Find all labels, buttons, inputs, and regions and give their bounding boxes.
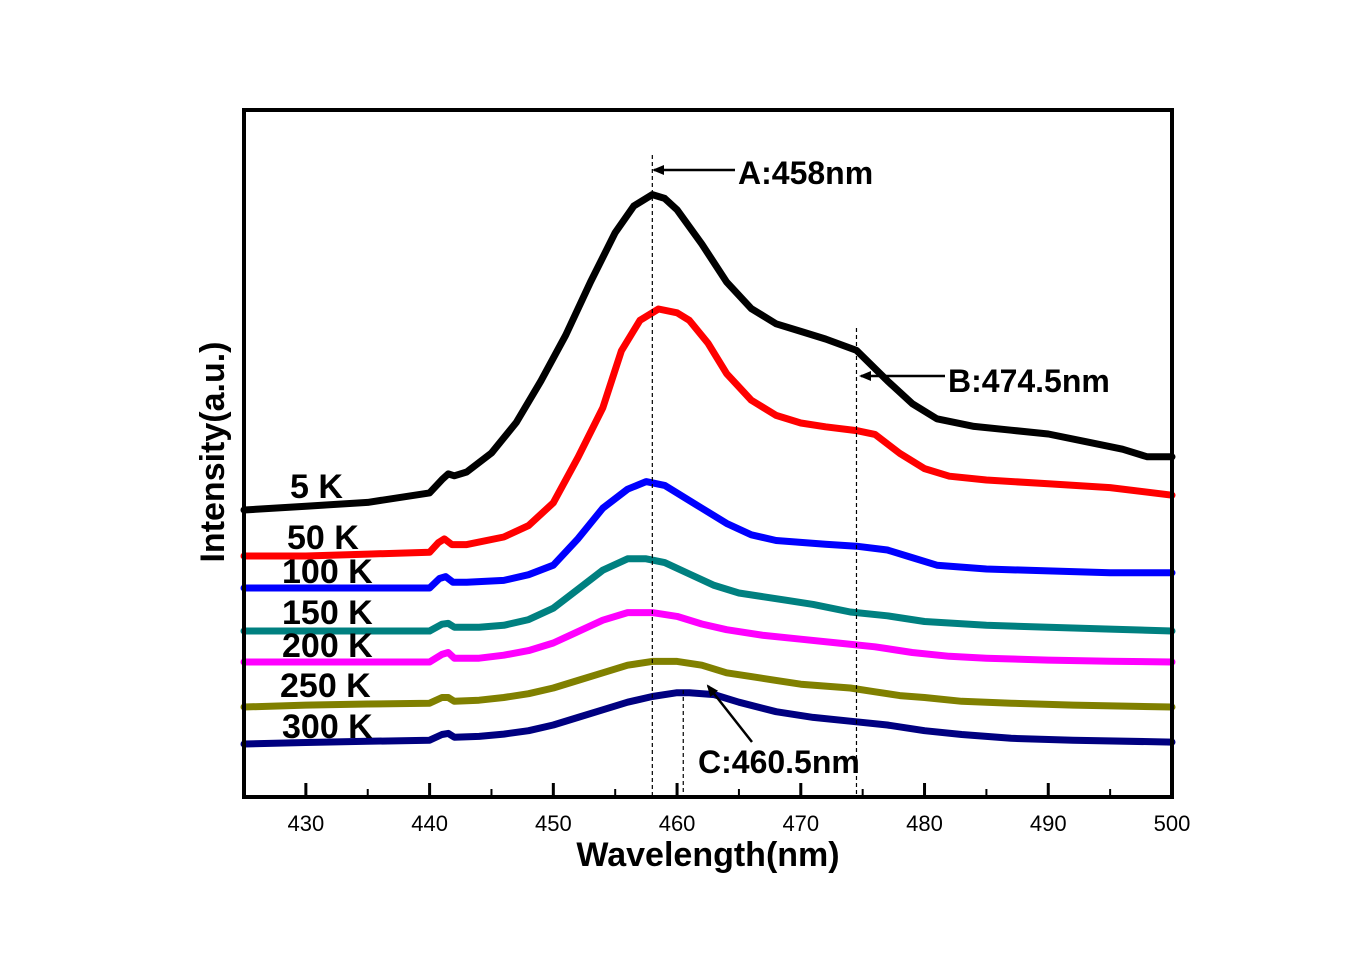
annotation-a: A:458nm [738,155,873,191]
arrow-c [706,684,753,743]
y-axis-title: Intensity(a.u.) [194,341,232,562]
series-label-250k: 250 K [280,667,371,705]
annotation-c: C:460.5nm [698,744,860,780]
x-tick-label: 470 [782,811,819,836]
series-line-50k [240,305,1176,560]
plot-frame [242,108,1174,799]
series-label-5k: 5 K [290,468,343,506]
x-tick-label: 440 [411,811,448,836]
x-tick-label: 500 [1154,811,1191,836]
series-line-200k [240,609,1176,666]
series-label-200k: 200 K [282,627,373,665]
series-label-300k: 300 K [282,708,373,746]
peak-annotations: A:458nm B:474.5nm C:460.5nm [652,155,1110,780]
x-tick-label: 450 [535,811,572,836]
x-tick-label: 490 [1030,811,1067,836]
x-tick-label: 460 [659,811,696,836]
x-tick-label: 480 [906,811,943,836]
series-line-100k [240,478,1176,592]
series-label-150k: 150 K [282,594,373,632]
series-line-150k [240,555,1176,635]
series-line-300k [240,689,1176,748]
series-label-50k: 50 K [287,519,359,557]
guide-lines-layer [651,155,858,797]
x-axis-ticks: 430 440 450 460 470 480 490 500 [288,783,1191,836]
curves-layer [240,191,1176,748]
series-line-250k [240,657,1176,711]
series-line-5k [240,191,1176,514]
annotation-b: B:474.5nm [948,363,1110,399]
x-tick-label: 430 [288,811,325,836]
series-label-100k: 100 K [282,553,373,591]
x-axis-title: Wavelength(nm) [576,836,839,874]
